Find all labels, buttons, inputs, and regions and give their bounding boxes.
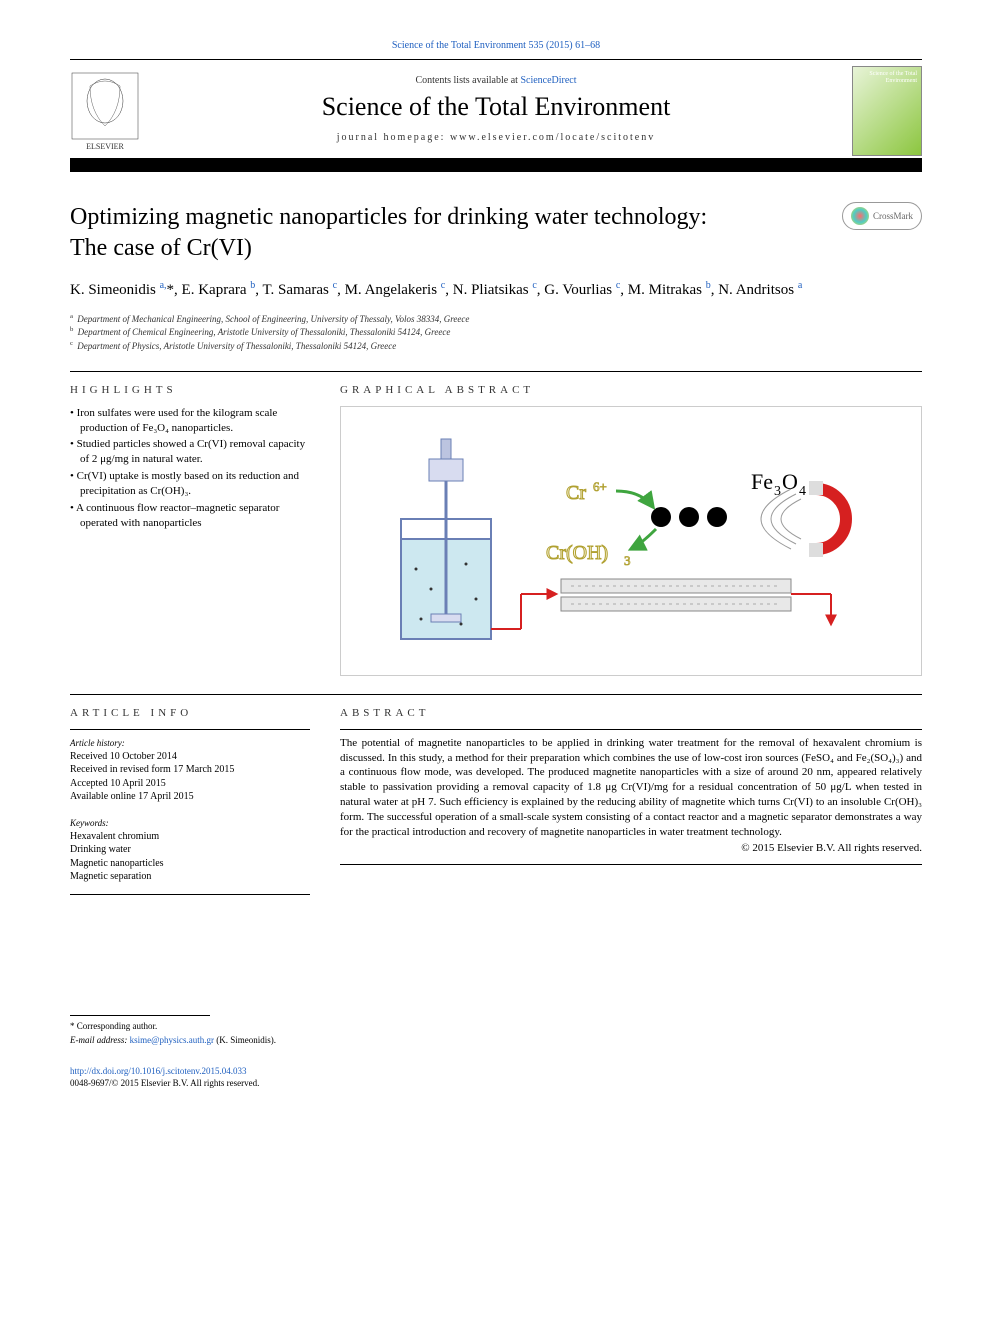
- keyword: Drinking water: [70, 843, 310, 857]
- journal-header: ELSEVIER Contents lists available at Sci…: [70, 59, 922, 156]
- article-info-section: ARTICLE INFO Article history: Received 1…: [70, 707, 310, 895]
- citation-link[interactable]: Science of the Total Environment 535 (20…: [392, 40, 600, 51]
- journal-homepage: journal homepage: www.elsevier.com/locat…: [140, 132, 852, 143]
- section-divider: [70, 694, 922, 695]
- affiliation-line: a Department of Mechanical Engineering, …: [70, 312, 922, 326]
- keyword: Hexavalent chromium: [70, 830, 310, 844]
- highlight-item: A continuous flow reactor–magnetic separ…: [70, 501, 310, 531]
- graphical-abstract-figure: Fe 3 O 4 Cr 6+ Cr(OH) 3: [340, 406, 922, 676]
- keyword: Magnetic separation: [70, 870, 310, 884]
- author-email-link[interactable]: ksime@physics.auth.gr: [130, 1035, 214, 1045]
- affiliation-line: b Department of Chemical Engineering, Ar…: [70, 325, 922, 339]
- header-divider-bar: [70, 158, 922, 172]
- affiliations: a Department of Mechanical Engineering, …: [70, 312, 922, 353]
- journal-cover-thumbnail: Science of the Total Environment: [852, 66, 922, 156]
- svg-text:Fe: Fe: [751, 469, 773, 494]
- contents-list-line: Contents lists available at ScienceDirec…: [140, 75, 852, 86]
- highlights-label: HIGHLIGHTS: [70, 384, 310, 396]
- citation-line: Science of the Total Environment 535 (20…: [70, 40, 922, 51]
- highlights-section: HIGHLIGHTS Iron sulfates were used for t…: [70, 384, 310, 676]
- history-line: Available online 17 April 2015: [70, 790, 310, 804]
- author-list: K. Simeonidis a,*, E. Kaprara b, T. Sama…: [70, 278, 922, 302]
- abstract-copyright: © 2015 Elsevier B.V. All rights reserved…: [340, 842, 922, 854]
- affiliation-line: c Department of Physics, Aristotle Unive…: [70, 339, 922, 353]
- svg-text:Cr: Cr: [566, 482, 586, 504]
- abstract-label: ABSTRACT: [340, 707, 922, 719]
- svg-text:O: O: [782, 469, 798, 494]
- svg-text:4: 4: [799, 484, 806, 499]
- svg-text:Cr(OH): Cr(OH): [546, 542, 608, 564]
- article-info-label: ARTICLE INFO: [70, 707, 310, 719]
- svg-text:6+: 6+: [593, 479, 607, 494]
- keywords-label: Keywords:: [70, 818, 310, 828]
- graphical-abstract-label: GRAPHICAL ABSTRACT: [340, 384, 922, 396]
- keyword: Magnetic nanoparticles: [70, 857, 310, 871]
- corresponding-author: * Corresponding author.: [70, 1020, 922, 1033]
- section-divider: [70, 371, 922, 372]
- article-title: Optimizing magnetic nanoparticles for dr…: [70, 202, 822, 264]
- history-line: Received 10 October 2014: [70, 750, 310, 764]
- highlight-item: Cr(VI) uptake is mostly based on its red…: [70, 469, 310, 499]
- issn-copyright: 0048-9697/© 2015 Elsevier B.V. All right…: [70, 1078, 259, 1088]
- abstract-section: ABSTRACT The potential of magnetite nano…: [340, 707, 922, 895]
- elsevier-logo: ELSEVIER: [70, 71, 140, 151]
- crossmark-badge[interactable]: CrossMark: [842, 202, 922, 230]
- svg-text:3: 3: [624, 553, 631, 568]
- history-line: Accepted 10 April 2015: [70, 777, 310, 791]
- graphical-abstract-section: GRAPHICAL ABSTRACT Fe 3 O 4 Cr 6+ C: [340, 384, 922, 676]
- highlight-item: Studied particles showed a Cr(VI) remova…: [70, 437, 310, 467]
- highlight-item: Iron sulfates were used for the kilogram…: [70, 406, 310, 436]
- crossmark-icon: [851, 207, 869, 225]
- footer: * Corresponding author. E-mail address: …: [70, 1015, 922, 1090]
- abstract-text: The potential of magnetite nanoparticles…: [340, 736, 922, 840]
- history-line: Received in revised form 17 March 2015: [70, 763, 310, 777]
- svg-text:ELSEVIER: ELSEVIER: [86, 142, 124, 151]
- sciencedirect-link[interactable]: ScienceDirect: [520, 75, 576, 86]
- journal-name: Science of the Total Environment: [140, 92, 852, 122]
- homepage-url[interactable]: www.elsevier.com/locate/scitotenv: [450, 132, 655, 143]
- article-history-label: Article history:: [70, 738, 310, 748]
- doi-link[interactable]: http://dx.doi.org/10.1016/j.scitotenv.20…: [70, 1066, 247, 1076]
